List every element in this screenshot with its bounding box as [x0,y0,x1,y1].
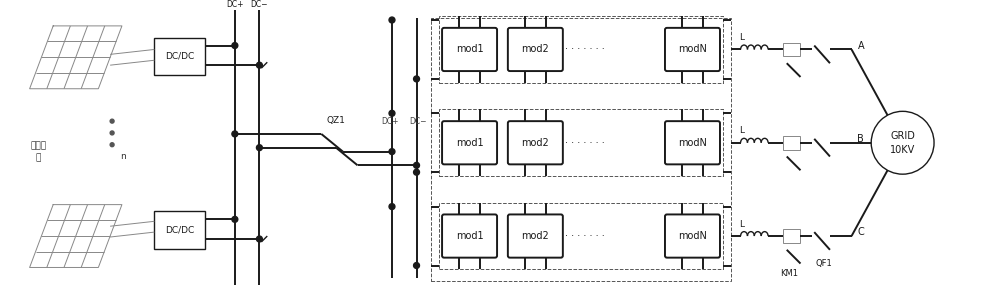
Text: DC−: DC− [251,0,268,9]
Circle shape [414,169,419,175]
Bar [783,136,800,150]
Text: GRID: GRID [890,131,915,141]
Bar [154,38,205,75]
Circle shape [389,149,395,154]
Text: modN: modN [678,231,707,241]
Text: · · · · · · ·: · · · · · · · [565,231,604,241]
Text: n: n [120,152,126,161]
Text: mod2: mod2 [521,138,549,148]
Circle shape [414,263,419,268]
Text: DC/DC: DC/DC [165,52,194,61]
Circle shape [871,111,934,174]
Circle shape [389,17,395,23]
Text: DC+: DC+ [226,0,244,9]
Text: L: L [739,33,744,42]
Text: DC−: DC− [410,117,427,126]
Text: · · · · · · ·: · · · · · · · [565,45,604,54]
FancyBboxPatch shape [508,214,563,258]
Circle shape [232,131,238,137]
Bar [439,203,723,270]
Text: 列: 列 [36,153,41,162]
Bar [439,16,723,83]
Text: QZ1: QZ1 [326,116,345,125]
Text: C: C [857,227,864,237]
FancyBboxPatch shape [665,28,720,71]
Text: modN: modN [678,45,707,54]
Circle shape [110,131,114,135]
Text: KM1: KM1 [780,269,798,278]
Text: 光伏阵: 光伏阵 [30,141,47,150]
Text: L: L [739,220,744,229]
Bar [783,229,800,243]
Bar [431,18,731,281]
Bar [783,42,800,56]
FancyBboxPatch shape [442,28,497,71]
Circle shape [110,143,114,147]
Text: mod1: mod1 [456,231,483,241]
Text: 10KV: 10KV [890,145,915,155]
Circle shape [256,236,262,242]
Text: modN: modN [678,138,707,148]
Circle shape [256,62,262,68]
Text: QF1: QF1 [816,259,832,268]
FancyBboxPatch shape [665,121,720,164]
Text: B: B [857,134,864,144]
Text: mod2: mod2 [521,45,549,54]
Bar [154,212,205,249]
Circle shape [414,162,419,168]
Text: mod1: mod1 [456,45,483,54]
Text: · · · · · · ·: · · · · · · · [565,138,604,148]
Bar [439,109,723,176]
Circle shape [389,110,395,116]
Circle shape [232,217,238,222]
Circle shape [256,145,262,151]
Circle shape [414,76,419,82]
FancyBboxPatch shape [665,214,720,258]
FancyBboxPatch shape [442,121,497,164]
Text: L: L [739,127,744,135]
Text: mod2: mod2 [521,231,549,241]
Text: DC/DC: DC/DC [165,226,194,235]
Circle shape [389,204,395,209]
Circle shape [232,42,238,48]
Text: mod1: mod1 [456,138,483,148]
Text: DC+: DC+ [381,117,399,126]
FancyBboxPatch shape [442,214,497,258]
Text: A: A [857,40,864,50]
FancyBboxPatch shape [508,121,563,164]
Circle shape [110,119,114,123]
FancyBboxPatch shape [508,28,563,71]
